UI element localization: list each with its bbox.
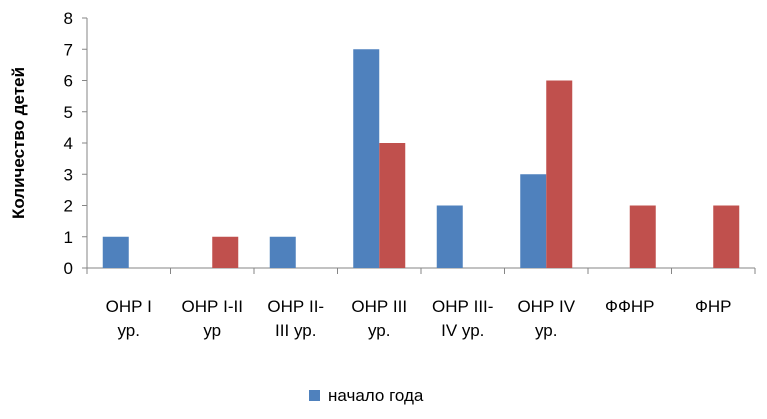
x-tick-label: ФНР [695, 297, 732, 316]
bar-series-1 [436, 205, 463, 268]
y-tick-label: 7 [64, 40, 73, 59]
bar-series-2 [212, 236, 239, 268]
x-tick-label: ФФНР [605, 297, 654, 316]
legend-swatch [309, 390, 320, 401]
x-tick-label: ОНР IV ур. [517, 297, 575, 340]
x-tick-label: ОНР I-II ур [182, 297, 243, 340]
bar-series-1 [102, 236, 129, 268]
x-tick-label: ОНР II-III ур. [267, 297, 324, 340]
y-tick-label: 0 [64, 259, 73, 278]
legend: начало года [309, 386, 424, 405]
y-tick-label: 1 [64, 228, 73, 247]
bar-series-1 [353, 49, 380, 268]
legend-label: начало года [328, 386, 424, 405]
bar-series-2 [379, 143, 406, 268]
y-tick-label: 5 [64, 103, 73, 122]
y-axis-title: Количество детей [9, 67, 28, 219]
bar-series-1 [269, 236, 296, 268]
x-tick-label: ОНР III-IV ур. [432, 297, 493, 340]
y-tick-label: 6 [64, 72, 73, 91]
x-tick-label: ОНР III ур. [351, 297, 407, 340]
y-tick-label: 3 [64, 165, 73, 184]
y-tick-label: 2 [64, 197, 73, 216]
bar-series-2 [629, 205, 656, 268]
bar-series-2 [713, 205, 740, 268]
bar-series-1 [520, 174, 547, 268]
bar-series-2 [546, 80, 573, 268]
y-tick-label: 4 [64, 134, 73, 153]
bars [102, 49, 740, 268]
y-tick-label: 8 [64, 9, 73, 28]
